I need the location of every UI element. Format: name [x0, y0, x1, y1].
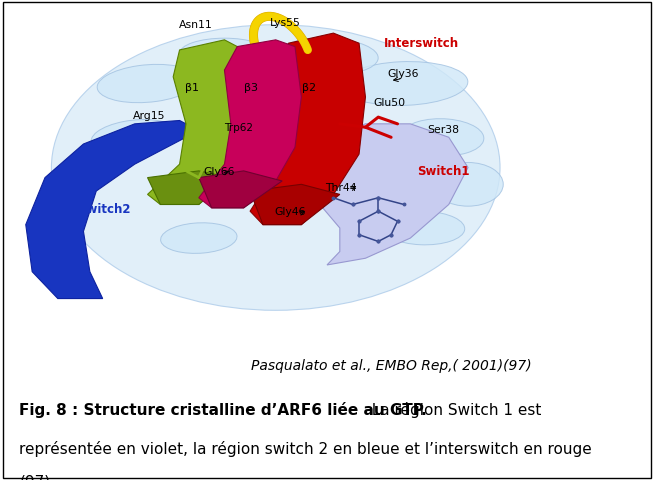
- Polygon shape: [148, 171, 231, 204]
- Text: Ser38: Ser38: [428, 125, 460, 135]
- Text: β3: β3: [245, 83, 258, 93]
- Text: Switch2: Switch2: [78, 203, 130, 216]
- Text: Thr44: Thr44: [325, 183, 357, 193]
- Text: Arg15: Arg15: [133, 111, 165, 121]
- Text: représentée en violet, la région switch 2 en bleue et l’interswitch en rouge: représentée en violet, la région switch …: [20, 441, 592, 457]
- Text: Asn11: Asn11: [179, 20, 213, 30]
- Ellipse shape: [52, 25, 500, 310]
- Text: Switch1: Switch1: [417, 165, 470, 178]
- Ellipse shape: [161, 223, 237, 253]
- Polygon shape: [199, 40, 301, 208]
- Polygon shape: [26, 120, 199, 299]
- Ellipse shape: [97, 64, 198, 103]
- Ellipse shape: [180, 38, 269, 68]
- Text: Trp62: Trp62: [224, 123, 253, 133]
- Text: Interswitch: Interswitch: [385, 37, 459, 50]
- Polygon shape: [148, 40, 250, 204]
- Text: Gly36: Gly36: [387, 69, 419, 79]
- Text: Gly66: Gly66: [203, 167, 235, 177]
- Text: Glu50: Glu50: [373, 98, 406, 108]
- Ellipse shape: [276, 38, 378, 75]
- Text: (97).: (97).: [20, 474, 56, 480]
- Text: β2: β2: [302, 83, 316, 93]
- Text: La région Switch 1 est: La région Switch 1 est: [362, 402, 542, 418]
- Text: Gly46: Gly46: [274, 207, 305, 217]
- Ellipse shape: [340, 61, 468, 106]
- Polygon shape: [308, 124, 468, 265]
- Polygon shape: [199, 171, 282, 208]
- Ellipse shape: [401, 119, 484, 156]
- Ellipse shape: [91, 120, 179, 155]
- Ellipse shape: [433, 162, 504, 206]
- Polygon shape: [250, 33, 366, 225]
- Text: Pasqualato et al., EMBO Rep,( 2001)(97): Pasqualato et al., EMBO Rep,( 2001)(97): [250, 359, 532, 373]
- Polygon shape: [250, 184, 340, 225]
- Text: β1: β1: [185, 83, 199, 93]
- Ellipse shape: [381, 211, 465, 245]
- Text: Lys55: Lys55: [270, 18, 301, 28]
- Text: Fig. 8 : Structure cristalline d’ARF6 liée au GTP.: Fig. 8 : Structure cristalline d’ARF6 li…: [20, 402, 427, 418]
